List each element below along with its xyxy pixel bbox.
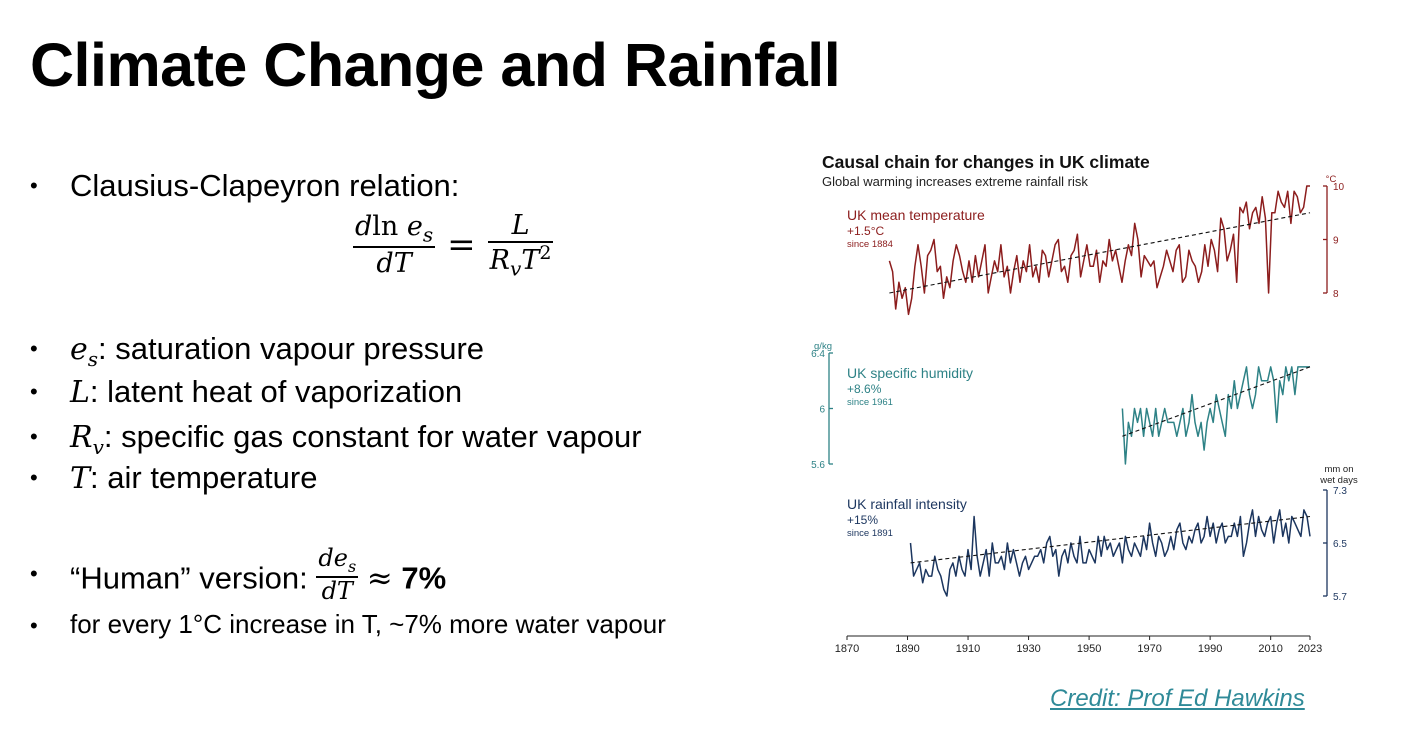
panel-name: UK specific humidity [847,365,973,381]
bullet-text: Clausius-Clapeyron relation: [70,168,460,203]
clausius-clapeyron-equation: dln es dT = L RvT2 [353,210,554,281]
x-axis-tick-label: 1930 [1016,643,1040,655]
bullet-dot: • [30,465,38,490]
bullet-dot: • [30,173,38,198]
panel-unit-label: wet days [1319,475,1358,486]
x-axis: 1870 1890 1910 1930 1950 1970 1990 2010 2023 [835,635,1322,655]
bullet-es-label: saturation vapour pressure [115,331,485,366]
panel-series-line [888,185,1310,316]
credit-link[interactable]: Credit: Prof Ed Hawkins [1050,685,1305,712]
chart-title: Causal chain for changes in UK climate [822,152,1150,172]
equation-lhs: dln es dT [353,211,436,280]
panel-trend-line [889,212,1311,294]
uk-climate-chart: Causal chain for changes in UK climate G… [811,152,1358,655]
bullet-T-label: air temperature [107,460,318,495]
panel-unit-label: °C [1326,174,1337,185]
human-version-value: 7% [401,560,447,596]
panel-y-tick-label: 6.5 [1333,539,1347,550]
x-axis-tick-label: 1870 [835,643,859,655]
bullet-dot: • [30,379,38,404]
panel-y-tick-label: 6 [819,405,825,416]
bullet-dot: • [30,561,38,586]
chart-subtitle: Global warming increases extreme rainfal… [822,174,1088,189]
panel-y-tick-label: 8 [1333,289,1339,300]
panel-unit-label: mm on [1324,464,1353,475]
bullet-dot: • [30,424,38,449]
panel-since: since 1884 [847,239,893,250]
panel-since: since 1891 [847,528,893,539]
panel-name: UK rainfall intensity [847,496,967,512]
panel-change: +8.6% [847,382,882,396]
panel-unit-label: g/kg [814,341,832,352]
x-axis-tick-label: 1950 [1077,643,1101,655]
panel-y-tick-label: 9 [1333,236,1339,247]
panel-series-line [909,509,1311,597]
bullet-Rv-label: specific gas constant for water vapour [121,419,642,454]
human-version-label: “Human” version: [70,560,317,596]
panel-y-tick-label: 10 [1333,182,1345,193]
x-axis-tick-label: 1890 [895,643,919,655]
equation-rhs: L RvT2 [487,210,554,281]
panel-series-line [1121,366,1310,465]
bullet-L-label: latent heat of vaporization [107,374,463,409]
human-version-fraction: des dT [316,544,359,606]
panel-name: UK mean temperature [847,207,985,223]
panel-change: +15% [847,513,878,527]
x-axis-tick-label: 1990 [1198,643,1222,655]
panel-since: since 1961 [847,397,893,408]
x-axis-tick-label: 1970 [1137,643,1161,655]
x-axis-tick-label: 1910 [956,643,980,655]
x-axis-tick-label: 2023 [1298,643,1322,655]
slide-title: Climate Change and Rainfall [30,31,841,99]
panel-change: +1.5°C [847,224,884,238]
bullet-dot: • [30,336,38,361]
bullet-dot: • [30,613,38,638]
x-axis-tick-label: 2010 [1258,643,1282,655]
panel-trend-line [1122,366,1311,437]
panel-y-tick-label: 5.7 [1333,592,1347,603]
panel-y-tick-label: 5.6 [811,460,825,471]
panel-uk-specific-humidity: 5.6 6 6.4g/kg UK specific humidity+8.6%sinc… [811,341,1311,471]
bullet-text: for every 1°C increase in T, ~7% more wa… [70,609,666,639]
panel-y-tick-label: 7.3 [1333,486,1347,497]
panel-y-tick-label: 6.4 [811,349,825,360]
